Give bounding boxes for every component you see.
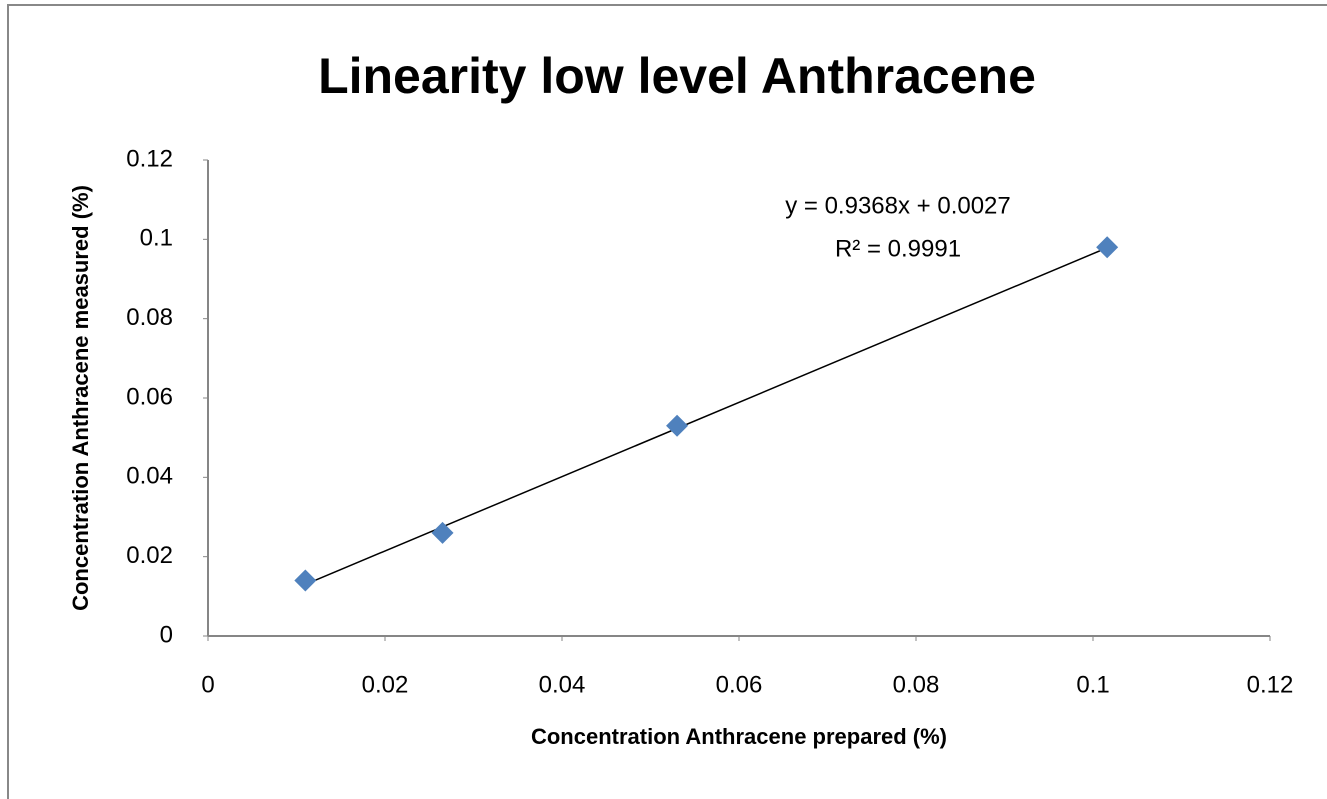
x-tick-label: 0 [201, 671, 214, 698]
data-point [431, 521, 454, 544]
x-tick-label: 0.02 [362, 671, 409, 698]
x-tick-label: 0.04 [539, 671, 586, 698]
data-point [666, 414, 689, 437]
trendline-r2: R² = 0.9991 [835, 235, 961, 262]
y-tick-label: 0.02 [126, 542, 173, 569]
y-tick-label: 0.08 [126, 304, 173, 331]
chart-title: Linearity low level Anthracene [318, 48, 1036, 104]
x-tick-label: 0.12 [1247, 671, 1294, 698]
trendline-equation: y = 0.9368x + 0.0027 [785, 192, 1011, 219]
data-point [1096, 236, 1119, 259]
x-tick-label: 0.1 [1076, 671, 1109, 698]
x-tick-label: 0.08 [893, 671, 940, 698]
y-tick-label: 0.06 [126, 383, 173, 410]
y-tick-label: 0 [160, 621, 173, 648]
y-tick-label: 0.04 [126, 463, 173, 490]
x-axis-title: Concentration Anthracene prepared (%) [531, 724, 947, 749]
data-point [294, 569, 317, 592]
y-axis-title: Concentration Anthracene measured (%) [68, 185, 93, 611]
chart-frame [7, 4, 1327, 799]
x-tick-label: 0.06 [716, 671, 763, 698]
y-tick-label: 0.12 [126, 145, 173, 172]
y-tick-label: 0.1 [140, 225, 173, 252]
